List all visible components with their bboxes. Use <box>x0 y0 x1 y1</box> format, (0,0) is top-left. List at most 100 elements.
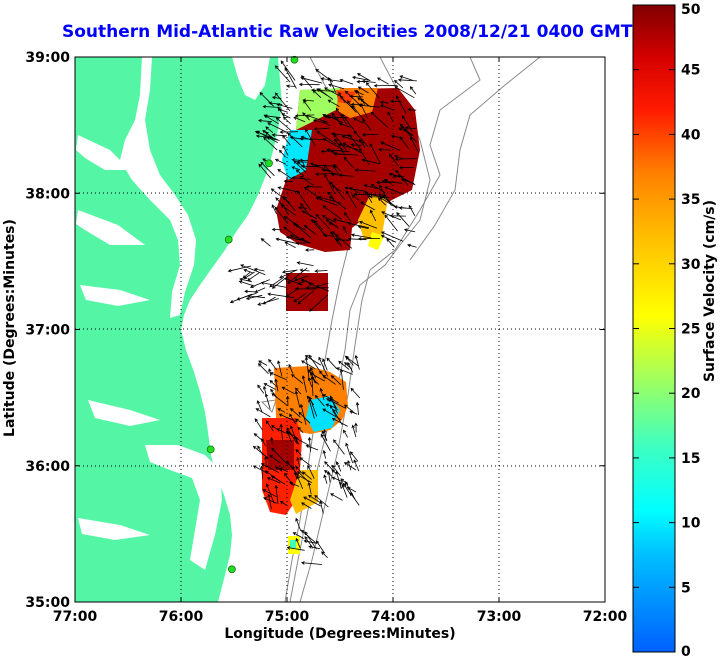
velocity-vector <box>279 269 298 279</box>
colorbar-tick-label: 10 <box>681 516 701 532</box>
velocity-vector <box>264 393 271 410</box>
velocity-vector <box>328 222 338 228</box>
velocity-vector <box>300 158 306 167</box>
velocity-vector <box>274 206 289 224</box>
velocity-vector <box>276 103 293 109</box>
bay-water <box>76 135 130 170</box>
velocity-vector <box>263 383 276 390</box>
colorbar-tick-label: 40 <box>681 127 701 143</box>
velocity-field <box>262 88 420 554</box>
velocity-vector <box>240 264 266 276</box>
velocity-vector <box>260 463 280 474</box>
velocity-vector <box>295 537 301 549</box>
velocity-vector <box>271 133 287 137</box>
velocity-vector <box>330 375 342 386</box>
velocity-vector <box>287 132 303 148</box>
velocity-vector <box>258 360 268 366</box>
velocity-vector <box>397 174 416 186</box>
velocity-vector <box>253 433 263 441</box>
velocity-vector <box>344 212 351 222</box>
velocity-vector <box>320 433 331 452</box>
grid-lines <box>75 57 605 602</box>
velocity-vector <box>254 130 278 141</box>
velocity-vector <box>356 73 370 81</box>
velocity-vector <box>310 162 331 172</box>
velocity-vector <box>338 122 351 128</box>
velocity-vector <box>301 375 307 393</box>
velocity-vector <box>284 241 296 248</box>
velocity-vector <box>286 429 292 443</box>
velocity-vector <box>331 464 341 477</box>
velocity-vector <box>384 214 398 232</box>
colorbar-tick-label: 15 <box>681 451 700 467</box>
velocity-vector <box>245 294 263 300</box>
velocity-vector <box>281 269 297 274</box>
velocity-vector <box>258 163 272 179</box>
velocity-vector <box>317 195 342 204</box>
velocity-vector <box>300 76 323 84</box>
velocity-vector <box>265 483 275 504</box>
velocity-vector <box>351 105 365 121</box>
velocity-vector <box>271 204 277 215</box>
velocity-vector <box>357 225 369 229</box>
velocity-vector <box>262 385 267 394</box>
velocity-vector <box>299 457 311 467</box>
bay-water <box>88 400 160 426</box>
velocity-vector <box>346 486 357 493</box>
velocity-vector <box>296 456 300 466</box>
velocity-vector <box>300 202 312 218</box>
velocity-vector <box>373 83 398 88</box>
velocity-vector <box>294 390 301 408</box>
colorbar <box>632 4 676 653</box>
velocity-vector <box>291 166 301 171</box>
velocity-vector <box>258 118 273 123</box>
velocity-vector <box>275 466 283 472</box>
velocity-vector <box>264 470 282 483</box>
velocity-vector <box>295 418 303 424</box>
velocity-vector <box>297 290 314 305</box>
velocity-vector <box>336 237 343 247</box>
velocity-vector <box>350 387 361 399</box>
velocity-vector <box>388 153 399 167</box>
velocity-vector <box>281 386 295 395</box>
velocity-vector <box>304 536 314 549</box>
velocity-vector <box>313 127 330 131</box>
velocity-vector <box>259 465 264 479</box>
y-tick-label: 39:00 <box>25 50 70 66</box>
velocity-vector <box>347 362 354 373</box>
velocity-vector <box>353 459 360 472</box>
velocity-vector <box>354 354 360 370</box>
velocity-vector <box>350 233 372 239</box>
velocity-vector <box>308 398 315 419</box>
velocity-vector <box>274 378 279 392</box>
y-tick-label: 36:00 <box>25 459 70 475</box>
velocity-vector <box>262 104 281 109</box>
velocity-vector <box>369 209 377 222</box>
velocity-vector <box>388 172 400 178</box>
velocity-vector <box>293 293 307 303</box>
velocity-vector <box>286 546 305 551</box>
velocity-vector <box>314 269 328 273</box>
velocity-vector <box>279 130 299 134</box>
velocity-vector <box>269 276 285 288</box>
velocity-vector <box>331 476 343 483</box>
velocity-vector <box>256 400 263 413</box>
velocity-vector <box>296 475 304 490</box>
velocity-vector <box>265 126 274 134</box>
velocity-vector <box>295 169 305 177</box>
velocity-vector <box>315 213 330 229</box>
velocity-vector <box>347 133 361 149</box>
land-area <box>75 57 282 602</box>
velocity-vector <box>334 138 346 156</box>
velocity-vector <box>393 205 407 209</box>
velocity-vector <box>333 439 345 455</box>
velocity-vector <box>369 143 381 164</box>
velocity-vector <box>345 190 357 209</box>
velocity-vector <box>280 60 296 81</box>
velocity-vector <box>301 502 312 509</box>
y-axis-label: Latitude (Degrees:Minutes) <box>2 219 18 437</box>
velocity-vector <box>355 89 366 106</box>
velocity-vector <box>277 408 286 413</box>
velocity-vector <box>379 100 389 105</box>
velocity-vector <box>307 481 312 495</box>
